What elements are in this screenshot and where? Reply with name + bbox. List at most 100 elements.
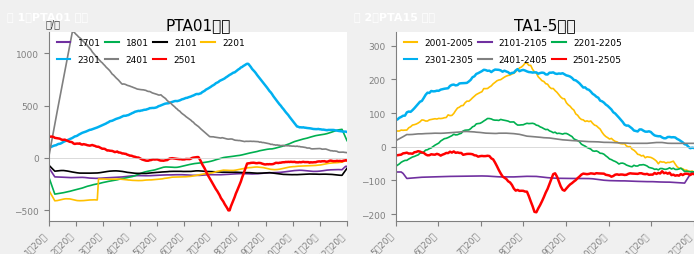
2101 xyxy=(92,172,100,175)
2101-2105 xyxy=(585,177,593,180)
2501-2505 xyxy=(414,150,422,153)
2101-2105 xyxy=(452,175,460,178)
2301 xyxy=(92,127,100,130)
2001-2005 xyxy=(523,62,531,65)
1701 xyxy=(65,176,73,179)
2501-2505 xyxy=(477,155,486,158)
2301 xyxy=(242,64,250,67)
Title: TA1-5价差: TA1-5价差 xyxy=(514,18,575,33)
2401 xyxy=(93,57,101,60)
2301-2305 xyxy=(559,72,567,75)
2401-2405 xyxy=(586,141,595,144)
2501-2505 xyxy=(589,172,597,176)
1701 xyxy=(243,172,251,176)
2001-2005 xyxy=(559,98,567,101)
2401 xyxy=(65,52,73,55)
2501-2505 xyxy=(391,154,400,157)
2201-2205 xyxy=(637,164,645,167)
2101 xyxy=(57,169,65,172)
1801 xyxy=(58,192,67,195)
2401-2405 xyxy=(639,142,648,145)
2201 xyxy=(243,167,251,170)
2501 xyxy=(44,135,53,138)
2101-2105 xyxy=(680,182,688,185)
1801 xyxy=(93,183,101,186)
2101-2105 xyxy=(690,171,694,174)
2201 xyxy=(343,159,351,162)
Line: 2301-2305: 2301-2305 xyxy=(396,70,694,149)
2401-2405 xyxy=(463,131,471,134)
Line: 2401: 2401 xyxy=(49,33,347,158)
2301 xyxy=(343,131,351,134)
2201-2205 xyxy=(391,165,400,168)
Text: 图 2：PTA15 价差: 图 2：PTA15 价差 xyxy=(354,12,435,22)
2401 xyxy=(57,90,65,93)
2501 xyxy=(224,209,232,212)
2401 xyxy=(243,140,251,143)
2001-2005 xyxy=(690,171,694,174)
2101-2105 xyxy=(476,175,484,178)
2501 xyxy=(243,162,251,165)
2401 xyxy=(44,157,53,160)
1801 xyxy=(243,153,251,156)
1701 xyxy=(341,165,350,168)
2301-2305 xyxy=(476,71,484,74)
1801 xyxy=(338,128,346,131)
1701 xyxy=(92,177,100,180)
2501-2505 xyxy=(679,174,687,177)
2501 xyxy=(343,160,351,163)
1701 xyxy=(93,177,101,180)
Line: 1701: 1701 xyxy=(49,167,347,179)
Line: 2301: 2301 xyxy=(49,65,347,148)
2401-2405 xyxy=(391,140,400,143)
2501-2505 xyxy=(690,173,694,176)
2501-2505 xyxy=(639,173,648,176)
2501 xyxy=(65,140,73,143)
2001-2005 xyxy=(391,130,400,133)
2401 xyxy=(147,91,155,94)
2401-2405 xyxy=(626,142,634,145)
2101 xyxy=(44,164,53,167)
2301-2305 xyxy=(677,140,685,143)
2201 xyxy=(44,188,53,192)
2101-2105 xyxy=(391,171,400,174)
2201-2205 xyxy=(452,134,460,137)
2301-2305 xyxy=(690,147,694,150)
2301-2305 xyxy=(391,119,400,122)
2401-2405 xyxy=(559,139,567,142)
2101-2105 xyxy=(636,180,644,183)
2301-2305 xyxy=(514,68,522,71)
2201-2205 xyxy=(690,171,694,174)
2301-2305 xyxy=(637,129,645,132)
1801 xyxy=(147,169,155,172)
2001-2005 xyxy=(637,155,645,158)
2001-2005 xyxy=(677,167,685,170)
Line: 2201-2205: 2201-2205 xyxy=(396,119,694,172)
2201 xyxy=(93,199,101,202)
2101 xyxy=(343,167,351,170)
Line: 2501: 2501 xyxy=(49,137,347,211)
2301 xyxy=(57,142,65,145)
1801 xyxy=(44,175,53,178)
2201 xyxy=(147,179,155,182)
2201-2205 xyxy=(484,118,492,121)
2001-2005 xyxy=(476,92,484,95)
1801 xyxy=(51,193,59,196)
2101 xyxy=(242,171,250,174)
Line: 2201: 2201 xyxy=(49,161,347,201)
2101-2105 xyxy=(557,177,565,180)
2101 xyxy=(146,172,154,175)
2101 xyxy=(338,174,346,177)
2201 xyxy=(58,198,67,201)
2301 xyxy=(65,139,73,142)
2501-2505 xyxy=(532,211,541,214)
2401-2405 xyxy=(690,142,694,145)
2201-2205 xyxy=(476,122,484,125)
2201-2205 xyxy=(559,133,567,136)
2201-2205 xyxy=(586,148,595,151)
2001-2005 xyxy=(586,120,595,123)
Line: 2001-2005: 2001-2005 xyxy=(396,64,694,172)
2501 xyxy=(146,159,154,162)
2501-2505 xyxy=(453,151,462,154)
2401 xyxy=(343,152,351,155)
